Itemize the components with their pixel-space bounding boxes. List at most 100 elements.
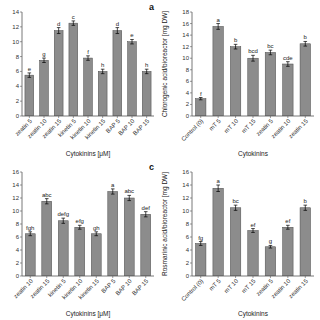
x-tick [305,276,306,278]
bar [230,208,240,276]
y-tick [20,26,22,27]
error-cap [28,77,32,78]
letter-label: h [101,62,104,68]
error-bar [42,58,46,62]
error-cap [286,66,290,67]
bar [195,244,205,277]
y-axis-line [22,12,23,116]
letter-label: efg [76,218,84,224]
error-cap [234,44,238,45]
error-bar [61,218,65,223]
error-cap [127,195,131,196]
x-tick [46,276,47,278]
y-tick [190,185,192,186]
error-cap [303,46,307,47]
y-tick-label: 12 [12,24,19,30]
letter-label: b [304,198,308,204]
error-cap [269,50,273,51]
letter-label: h [145,62,148,68]
y-tick-label: 8 [16,221,20,227]
error-cap [199,97,203,98]
error-cap [78,229,82,230]
y-tick [190,276,192,277]
y-tick [20,237,22,238]
x-tick-label: mT 5 [208,117,222,131]
error-cap [101,69,105,70]
x-axis-label: Cytokinins [μM] [66,310,111,318]
x-axis-label: Cytokinins [238,150,269,158]
bar [141,214,151,276]
error-bar [234,44,238,49]
x-tick [88,116,89,118]
bar [54,31,63,116]
error-cap [303,210,307,211]
letter-label: a [111,182,115,188]
bar [113,31,122,116]
letter-label: fgh [26,225,34,231]
letter-label: e [130,32,134,38]
y-tick [190,35,192,36]
y-tick [20,263,22,264]
letter-label: a [216,178,220,184]
x-axis-label: Cytokinins [μM] [66,150,111,158]
x-tick [253,276,254,278]
y-tick-label: 4 [16,83,20,89]
error-cap [111,188,115,189]
x-tick [58,116,59,118]
x-tick [145,276,146,278]
error-bar [45,199,49,204]
y-tick [20,86,22,87]
y-tick [20,41,22,42]
bar [75,227,85,276]
x-tick [102,116,103,118]
panel: fgabcefgefb0246810121416Control (0)mT 5m… [161,169,314,318]
error-stem [30,232,31,236]
y-axis-label: Rosmarinic acid/bioreactor [mg DW] [161,172,169,276]
error-cap [303,205,307,206]
letter-label: d [57,21,60,27]
y-tick-label: 0 [16,113,20,119]
y-tick-label: 10 [12,208,19,214]
error-bar [94,232,98,236]
y-tick-label: 16 [182,169,189,175]
y-tick [190,46,192,47]
x-tick [253,116,254,118]
y-tick-label: 10 [182,55,189,61]
x-tick [235,116,236,118]
error-cap [269,248,273,249]
y-axis-label: Chlorogenic acid/bioreactor [mg DW] [161,11,169,117]
error-cap [286,61,290,62]
bar [108,192,118,277]
error-cap [234,48,238,49]
x-tick-label: zeatin 15 [288,277,310,299]
marks [195,24,310,116]
error-cap [101,73,105,74]
error-cap [116,27,120,28]
x-tick [270,116,271,118]
panel: fghabcdefgefgghaabcdef0246810121416zeati… [12,162,154,318]
bar [300,44,310,116]
marks [195,185,310,276]
error-stem [146,69,147,73]
x-tick [44,116,45,118]
y-tick-label: 14 [182,182,189,188]
error-bar [57,28,61,34]
error-bar [78,225,82,229]
x-tick [132,116,133,118]
x-tick [112,276,113,278]
x-axis-label: Cytokinins [238,310,269,318]
y-tick [190,58,192,59]
error-cap [216,185,220,186]
y-tick-label: 2 [186,101,190,107]
error-bar [127,195,131,200]
x-tick-label: kinetin 15 [78,277,101,300]
y-tick [190,116,192,117]
bar [230,47,240,116]
error-bar [269,50,273,55]
y-tick [20,198,22,199]
error-stem [235,205,236,210]
y-tick [190,69,192,70]
x-tick [270,276,271,278]
y-tick [20,12,22,13]
y-tick-label: 0 [186,273,190,279]
